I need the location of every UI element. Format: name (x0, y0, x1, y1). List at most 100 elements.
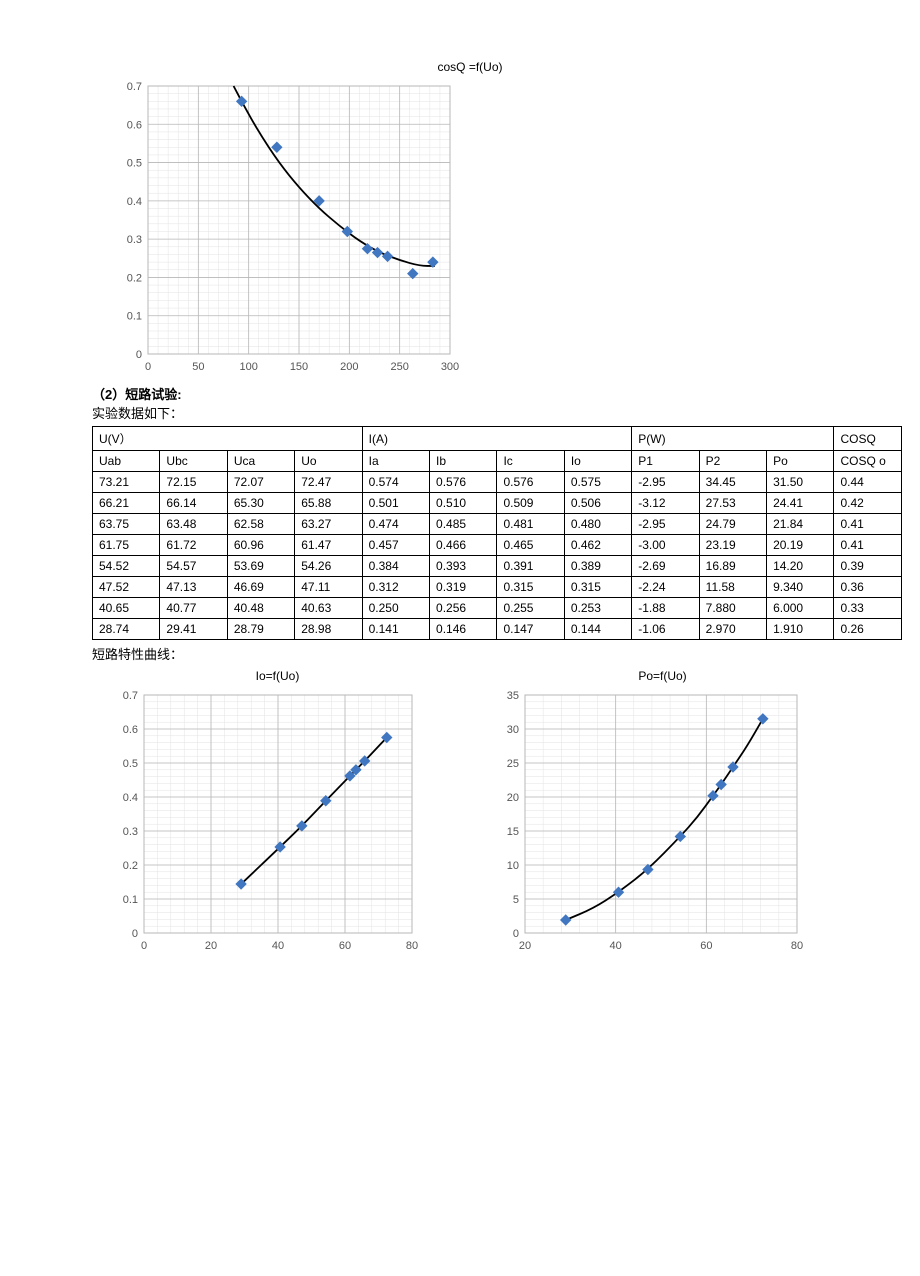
table-cell: 72.15 (160, 472, 227, 493)
table-cell: 72.07 (227, 472, 294, 493)
table-cell: 20.19 (767, 535, 834, 556)
table-sub-header-row: UabUbcUcaUoIaIbIcIoP1P2PoCOSQ o (93, 451, 902, 472)
svg-text:0.4: 0.4 (123, 792, 138, 804)
svg-text:300: 300 (441, 361, 459, 373)
table-cell: 0.501 (362, 493, 429, 514)
table-cell: 60.96 (227, 535, 294, 556)
chart-po-vs-uo: Po=f(Uo) 2040608005101520253035 (485, 669, 840, 955)
table-cell: 29.41 (160, 619, 227, 640)
table-cell: 0.250 (362, 598, 429, 619)
svg-text:80: 80 (406, 940, 418, 952)
table-cell: 0.36 (834, 577, 902, 598)
table-cell: 61.72 (160, 535, 227, 556)
section-2-sub: 实验数据如下： (92, 403, 840, 422)
table-column-header: Ib (430, 451, 497, 472)
table-cell: -2.95 (632, 472, 699, 493)
table-cell: -1.06 (632, 619, 699, 640)
table-cell: 0.315 (564, 577, 631, 598)
table-cell: 61.47 (295, 535, 362, 556)
table-group-header: I(A) (362, 427, 632, 451)
svg-text:20: 20 (507, 792, 519, 804)
svg-text:150: 150 (290, 361, 308, 373)
svg-text:0.2: 0.2 (123, 860, 138, 872)
table-cell: 28.74 (93, 619, 160, 640)
svg-text:5: 5 (513, 894, 519, 906)
table-group-header: U(V） (93, 427, 363, 451)
svg-text:0.6: 0.6 (123, 724, 138, 736)
table-cell: 34.45 (699, 472, 766, 493)
svg-text:0.7: 0.7 (127, 81, 142, 93)
table-cell: 0.510 (430, 493, 497, 514)
table-cell: 0.575 (564, 472, 631, 493)
table-cell: 2.970 (699, 619, 766, 640)
table-cell: 14.20 (767, 556, 834, 577)
table-column-header: Uca (227, 451, 294, 472)
chart-po-svg: 2040608005101520253035 (485, 685, 805, 955)
svg-text:0.7: 0.7 (123, 690, 138, 702)
svg-text:250: 250 (390, 361, 408, 373)
svg-text:0.6: 0.6 (127, 119, 142, 131)
table-cell: 54.26 (295, 556, 362, 577)
table-cell: 31.50 (767, 472, 834, 493)
table-cell: 0.393 (430, 556, 497, 577)
table-column-header: P2 (699, 451, 766, 472)
table-cell: 0.312 (362, 577, 429, 598)
table-column-header: Ubc (160, 451, 227, 472)
table-cell: 0.26 (834, 619, 902, 640)
table-cell: 0.389 (564, 556, 631, 577)
table-cell: 0.146 (430, 619, 497, 640)
table-cell: 40.63 (295, 598, 362, 619)
curve-label: 短路特性曲线： (92, 644, 840, 663)
table-cell: 66.21 (93, 493, 160, 514)
svg-text:0.5: 0.5 (127, 158, 142, 170)
table-cell: 0.506 (564, 493, 631, 514)
table-row: 63.7563.4862.5863.270.4740.4850.4810.480… (93, 514, 902, 535)
table-cell: 0.481 (497, 514, 564, 535)
table-cell: 0.255 (497, 598, 564, 619)
table-cell: 0.39 (834, 556, 902, 577)
table-cell: 0.574 (362, 472, 429, 493)
table-row: 66.2166.1465.3065.880.5010.5100.5090.506… (93, 493, 902, 514)
table-cell: 21.84 (767, 514, 834, 535)
table-cell: 16.89 (699, 556, 766, 577)
table-cell: 40.77 (160, 598, 227, 619)
chart-io-svg: 02040608000.10.20.30.40.50.60.7 (100, 685, 420, 955)
table-cell: 28.79 (227, 619, 294, 640)
table-cell: 9.340 (767, 577, 834, 598)
svg-text:60: 60 (700, 940, 712, 952)
svg-text:35: 35 (507, 690, 519, 702)
svg-text:15: 15 (507, 826, 519, 838)
table-row: 47.5247.1346.6947.110.3120.3190.3150.315… (93, 577, 902, 598)
svg-text:0.1: 0.1 (123, 894, 138, 906)
table-cell: 0.466 (430, 535, 497, 556)
svg-text:0: 0 (132, 928, 138, 940)
table-cell: 63.48 (160, 514, 227, 535)
bottom-charts-row: Io=f(Uo) 02040608000.10.20.30.40.50.60.7… (100, 669, 840, 955)
table-cell: 0.384 (362, 556, 429, 577)
table-row: 61.7561.7260.9661.470.4570.4660.4650.462… (93, 535, 902, 556)
svg-text:50: 50 (192, 361, 204, 373)
svg-text:100: 100 (239, 361, 257, 373)
table-column-header: P1 (632, 451, 699, 472)
table-cell: 0.256 (430, 598, 497, 619)
table-cell: 40.48 (227, 598, 294, 619)
chart-title: Po=f(Uo) (485, 669, 840, 683)
svg-text:0.4: 0.4 (127, 196, 142, 208)
table-cell: 54.52 (93, 556, 160, 577)
table-cell: 63.27 (295, 514, 362, 535)
table-cell: 47.11 (295, 577, 362, 598)
svg-text:30: 30 (507, 724, 519, 736)
table-row: 28.7429.4128.7928.980.1410.1460.1470.144… (93, 619, 902, 640)
table-column-header: Uab (93, 451, 160, 472)
table-cell: 0.253 (564, 598, 631, 619)
table-cell: 24.41 (767, 493, 834, 514)
svg-text:20: 20 (205, 940, 217, 952)
table-cell: 63.75 (93, 514, 160, 535)
table-row: 54.5254.5753.6954.260.3840.3930.3910.389… (93, 556, 902, 577)
table-cell: 11.58 (699, 577, 766, 598)
table-column-header: Uo (295, 451, 362, 472)
table-cell: 24.79 (699, 514, 766, 535)
table-body: 73.2172.1572.0772.470.5740.5760.5760.575… (93, 472, 902, 640)
table-cell: -2.69 (632, 556, 699, 577)
table-cell: 0.33 (834, 598, 902, 619)
